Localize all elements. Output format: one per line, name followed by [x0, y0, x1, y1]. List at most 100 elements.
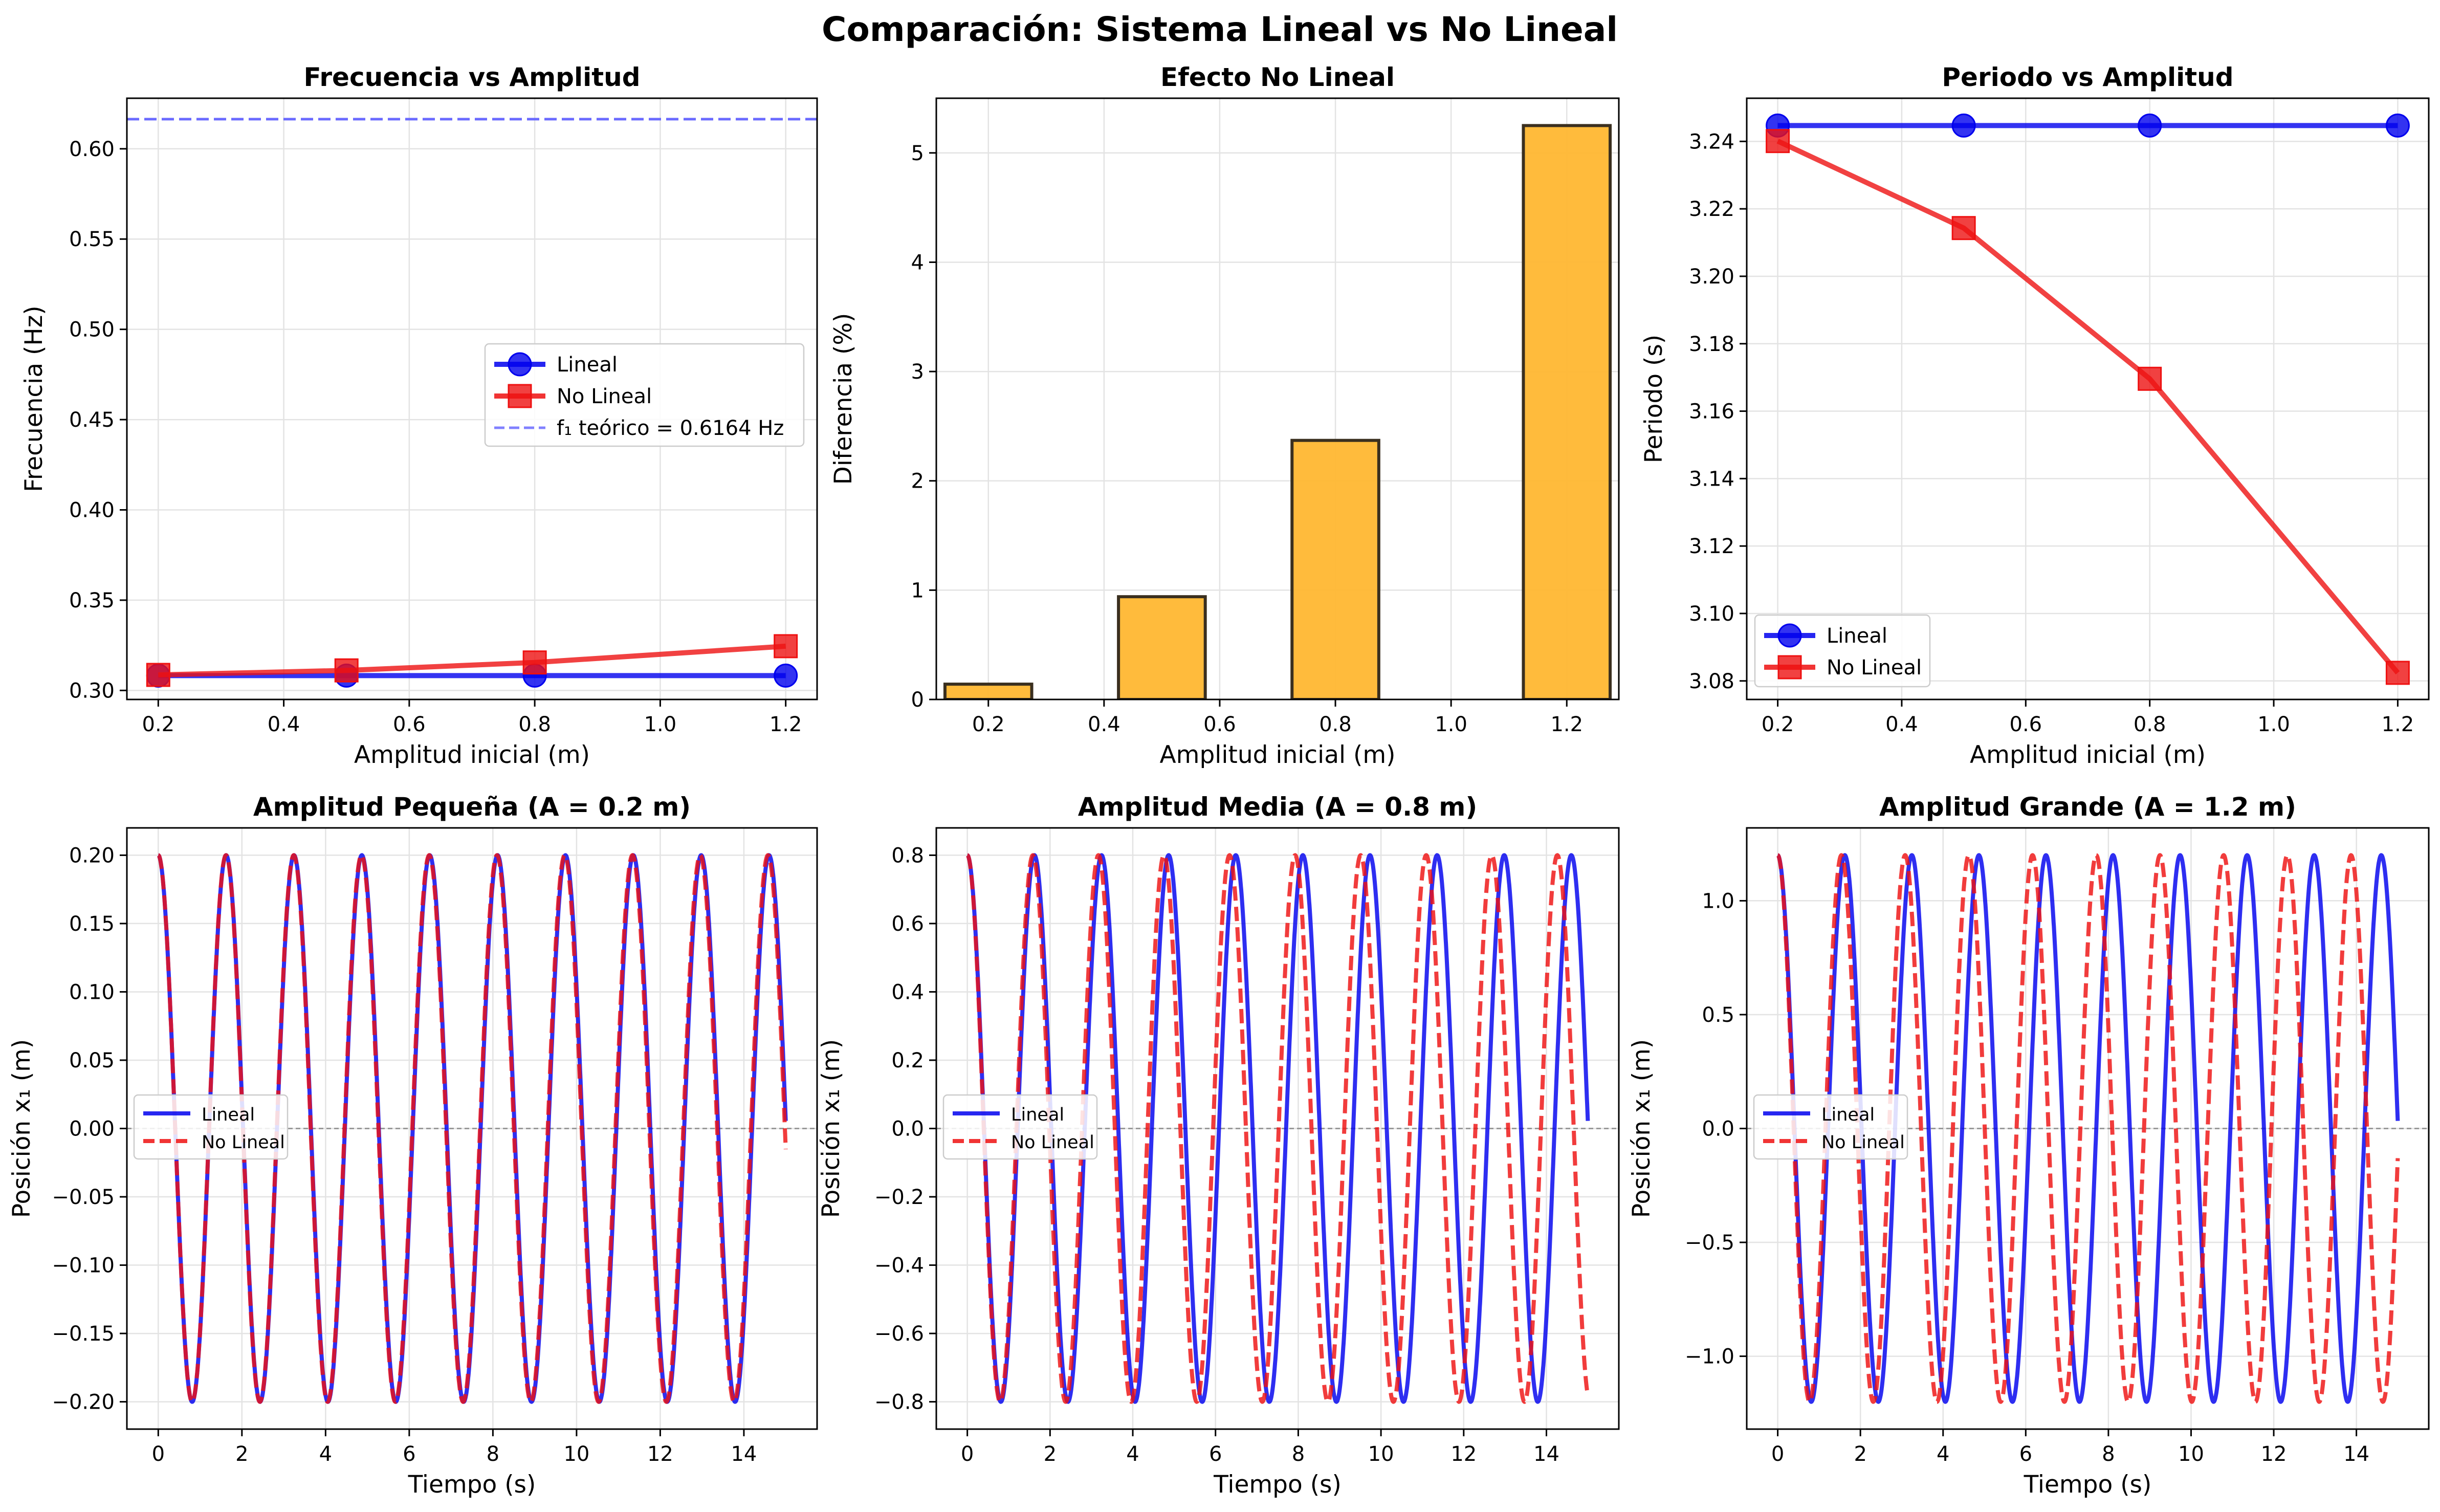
data-point-lineal — [2385, 113, 2410, 138]
charts-container: 0.2 0.4 0.6 0.8 1.0 1.20.300.350.400.450.500.… — [8, 62, 2430, 1499]
bar — [1522, 124, 1612, 699]
data-point-no-lineal — [1951, 216, 1976, 240]
chart-period: 0.2 0.4 0.6 0.8 1.0 1.2 3.08 3.10 3.12 3.14 3.16 3.… — [1640, 62, 2430, 769]
chart-title: Frecuencia vs Amplitud — [303, 62, 640, 92]
x-tick-label: 1.2 — [770, 713, 802, 736]
x-tick-label: 8 — [2102, 1442, 2115, 1466]
x-tick-label: 0.2 — [972, 713, 1005, 736]
x-tick-label: 12 — [2261, 1442, 2287, 1466]
y-tick-label: 3.08 — [1689, 670, 1734, 693]
series-line-no-lineal — [1776, 853, 2400, 1404]
y-tick-label: −0.4 — [874, 1254, 924, 1278]
y-tick-label: −1.0 — [1685, 1345, 1734, 1369]
y-tick-label: 0.6 — [891, 912, 924, 936]
y-tick-label: 0.8 — [891, 844, 924, 867]
y-tick-label: 3.22 — [1689, 198, 1734, 221]
y-tick-label: 2 — [911, 470, 924, 493]
legend-frame — [133, 1094, 289, 1160]
x-tick-label: 2 — [235, 1442, 248, 1466]
y-tick-label: 0.60 — [69, 138, 115, 161]
legend-label-0: Lineal — [1827, 624, 1887, 648]
y-tick-label: 1 — [911, 579, 924, 602]
plot-content — [127, 118, 817, 688]
legend-label-0: Lineal — [557, 353, 618, 377]
x-tick-label: 12 — [647, 1442, 673, 1466]
x-tick-label: 0.6 — [393, 713, 426, 736]
chart-title: Efecto No Lineal — [1160, 62, 1395, 92]
y-tick-label: 3.20 — [1689, 265, 1734, 289]
chart-title: Amplitud Media (A = 0.8 m) — [1078, 792, 1478, 822]
plot-area — [1747, 98, 2429, 699]
x-tick-label: 0.4 — [268, 713, 300, 736]
series-line-lineal — [1776, 853, 2400, 1404]
x-tick-label: 14 — [2343, 1442, 2369, 1466]
legend-label-1: No Lineal — [1821, 1132, 1905, 1153]
x-tick-label: 4 — [319, 1442, 332, 1466]
x-tick-label: 0.2 — [1762, 713, 1794, 736]
x-tick-label: 0.8 — [518, 713, 551, 736]
x-tick-label: 6 — [1209, 1442, 1222, 1466]
legend-label-0: Lineal — [202, 1105, 255, 1125]
x-tick-label: 1.0 — [2257, 713, 2290, 736]
x-tick-label: 4 — [1126, 1442, 1139, 1466]
y-tick-label: 3.24 — [1689, 130, 1734, 154]
y-axis-label: Posición x₁ (m) — [817, 1039, 845, 1218]
y-axis-label: Frecuencia (Hz) — [20, 305, 48, 492]
y-tick-label: 0.2 — [891, 1049, 924, 1072]
x-tick-label: 14 — [731, 1442, 757, 1466]
plot-content — [127, 853, 817, 1404]
y-tick-label: −0.8 — [874, 1391, 924, 1414]
legend-marker-0 — [508, 352, 532, 377]
legend: Lineal No Lineal — [1754, 614, 1931, 688]
y-tick-label: 0.5 — [1702, 1003, 1734, 1027]
y-tick-label: 0.0 — [891, 1117, 924, 1141]
x-tick-label: 6 — [403, 1442, 415, 1466]
y-tick-label: 0.20 — [69, 844, 115, 867]
y-tick-label: 0.55 — [69, 228, 115, 251]
plot-frame — [1746, 97, 2430, 700]
x-tick-label: 1.0 — [1435, 713, 1467, 736]
y-axis-label: Posición x₁ (m) — [8, 1039, 36, 1218]
legend-label-0: Lineal — [1011, 1105, 1064, 1125]
x-axis-label: Tiempo (s) — [408, 1471, 536, 1499]
data-point-lineal — [774, 663, 798, 688]
x-tick-label: 10 — [2178, 1442, 2204, 1466]
series-line-no-lineal — [1776, 139, 2400, 675]
x-tick-label: 1.2 — [1550, 713, 1583, 736]
y-tick-label: −0.5 — [1685, 1231, 1734, 1255]
x-axis-label: Tiempo (s) — [2024, 1471, 2152, 1499]
data-point-lineal — [2138, 113, 2162, 138]
legend-frame — [1753, 1094, 1908, 1160]
chart-title: Periodo vs Amplitud — [1942, 62, 2233, 92]
chart-diff: 0.2 0.4 0.6 0.8 1.0 1.2 0 1 2 3 4 5 Efecto No Lineal… — [829, 62, 1620, 769]
x-tick-label: 10 — [1368, 1442, 1394, 1466]
series-line-no-lineal — [158, 643, 786, 677]
plot-content — [936, 853, 1619, 1404]
chart-title: Amplitud Grande (A = 1.2 m) — [1879, 792, 2296, 822]
y-tick-label: 3.12 — [1689, 535, 1734, 558]
data-point-no-lineal — [2385, 661, 2410, 685]
x-tick-label: 4 — [1937, 1442, 1949, 1466]
legend: Lineal No Lineal — [1753, 1094, 1908, 1160]
x-tick-label: 2 — [1854, 1442, 1866, 1466]
plot-content — [1766, 113, 2410, 685]
x-tick-label: 1.0 — [644, 713, 677, 736]
chart-medium: 0 2 4 6 8 10 12 14 −0.8 −0.6 −0.4 −0.2 0.0 0.2 0.4 0.6 0… — [817, 792, 1620, 1499]
legend: Lineal No Lineal — [942, 1094, 1098, 1160]
x-tick-label: 0.4 — [1088, 713, 1120, 736]
legend-marker-1 — [508, 384, 532, 408]
y-tick-label: 4 — [911, 251, 924, 274]
y-tick-label: 0.30 — [69, 679, 115, 703]
chart-freq: 0.2 0.4 0.6 0.8 1.0 1.2 0.30 0.35 0.40 0.45 0.50 0.… — [20, 62, 818, 769]
legend-frame — [484, 343, 805, 447]
legend: Lineal No Lineal f₁ teórico = 0.6164 Hz — [484, 343, 805, 447]
y-tick-label: 0.00 — [69, 1117, 115, 1141]
y-tick-label: −0.15 — [52, 1322, 115, 1346]
y-tick-label: 0.05 — [69, 1049, 115, 1072]
x-tick-label: 0.4 — [1885, 713, 1918, 736]
x-tick-label: 8 — [1292, 1442, 1305, 1466]
legend-label-1: No Lineal — [557, 385, 652, 408]
legend-frame — [942, 1094, 1098, 1160]
y-axis-label: Periodo (s) — [1640, 335, 1668, 463]
